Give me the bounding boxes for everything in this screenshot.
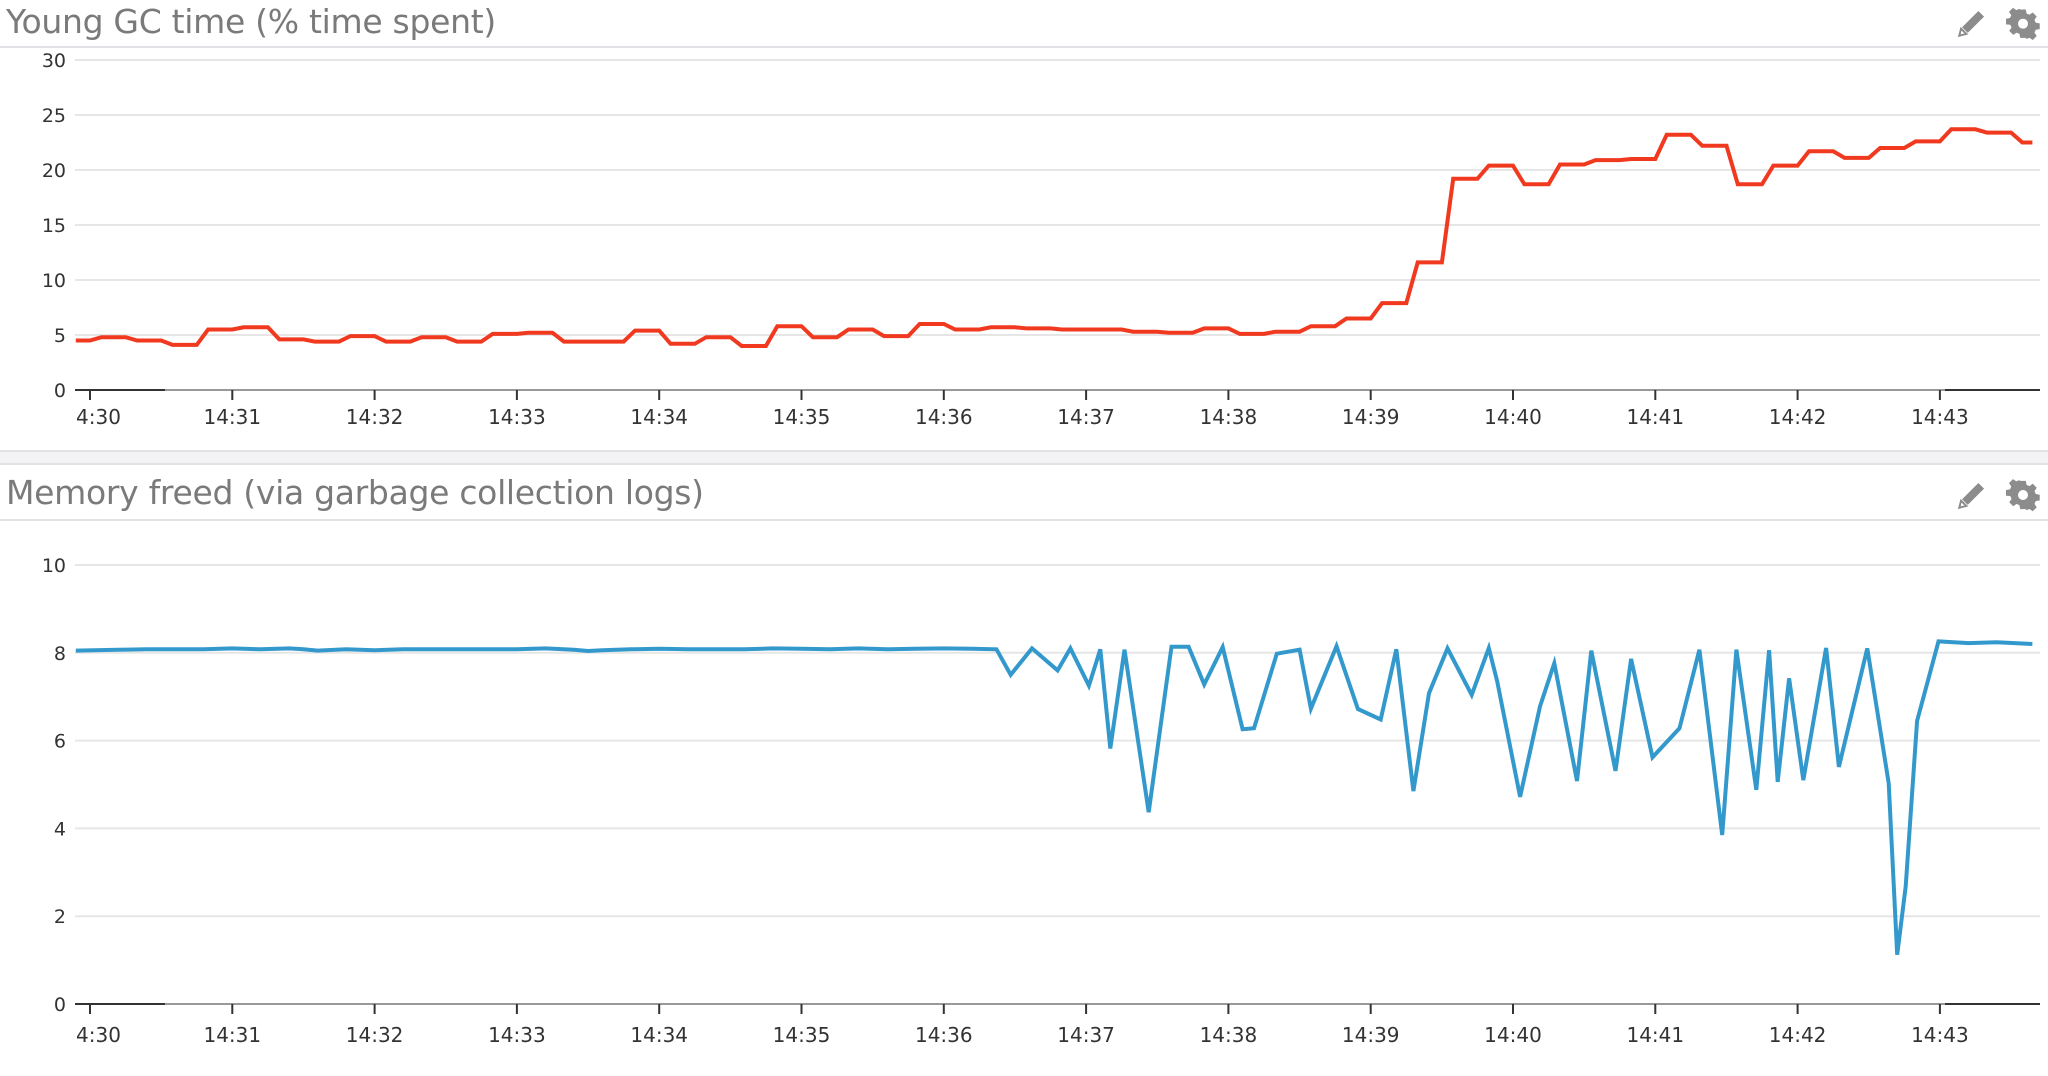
- x-tick-label: 14:31: [203, 405, 261, 429]
- x-tick-label: 14:32: [346, 405, 404, 429]
- pencil-icon[interactable]: [1955, 6, 1989, 40]
- gear-icon[interactable]: [2006, 6, 2040, 40]
- gear-icon[interactable]: [2006, 478, 2040, 512]
- pencil-icon[interactable]: [1955, 478, 1989, 512]
- x-tick-label: 14:41: [1626, 405, 1684, 429]
- x-tick-label: 14:43: [1911, 1023, 1969, 1047]
- y-tick-label: 30: [42, 50, 66, 72]
- x-tick-label: 4:30: [76, 1023, 121, 1047]
- y-tick-label: 10: [42, 555, 66, 577]
- y-tick-label: 15: [42, 215, 66, 237]
- x-tick-label: 14:33: [488, 1023, 546, 1047]
- x-tick-label: 14:36: [915, 405, 973, 429]
- x-tick-label: 14:31: [203, 1023, 261, 1047]
- y-tick-label: 4: [54, 818, 66, 840]
- series-line[interactable]: [75, 127, 2033, 348]
- x-tick-label: 14:39: [1342, 405, 1400, 429]
- y-tick-label: 5: [54, 325, 66, 347]
- x-tick-label: 14:40: [1484, 405, 1542, 429]
- x-tick-label: 14:38: [1200, 1023, 1258, 1047]
- x-tick-label: 14:37: [1057, 405, 1115, 429]
- widget-title: Memory freed (via garbage collection log…: [6, 473, 704, 512]
- x-tick-label: 14:43: [1911, 405, 1969, 429]
- widget-title: Young GC time (% time spent): [6, 2, 496, 41]
- x-tick-label: 14:36: [915, 1023, 973, 1047]
- y-tick-label: 20: [42, 160, 66, 182]
- x-tick-label: 14:33: [488, 405, 546, 429]
- y-tick-label: 0: [54, 380, 66, 402]
- x-tick-label: 14:42: [1769, 405, 1827, 429]
- widget-young-gc-time: Young GC time (% time spent) 0 5 10 15 20 25 3…: [0, 0, 2048, 450]
- y-tick-label: 0: [54, 994, 66, 1016]
- x-tick-label: 14:35: [773, 405, 831, 429]
- x-tick-label: 14:39: [1342, 1023, 1400, 1047]
- x-tick-label: 14:38: [1200, 405, 1258, 429]
- x-tick-label: 14:32: [346, 1023, 404, 1047]
- widget-memory-freed: Memory freed (via garbage collection log…: [0, 465, 2048, 1076]
- x-tick-label: 14:35: [773, 1023, 831, 1047]
- x-tick-label: 14:34: [630, 405, 688, 429]
- x-tick-label: 14:40: [1484, 1023, 1542, 1047]
- widget-separator: [0, 450, 2048, 465]
- x-tick-label: 14:42: [1769, 1023, 1827, 1047]
- widget-header: Young GC time (% time spent): [0, 0, 2048, 48]
- x-tick-label: 14:41: [1626, 1023, 1684, 1047]
- y-tick-label: 8: [54, 643, 66, 665]
- widget-header: Memory freed (via garbage collection log…: [0, 465, 2048, 521]
- x-tick-label: 14:34: [630, 1023, 688, 1047]
- memory-freed-line-chart[interactable]: 0 2 4 6 8 10 4:30 14:31 14:32 14:33 14:34 14:35 14:3…: [0, 465, 2048, 1076]
- x-tick-label: 4:30: [76, 405, 121, 429]
- series-line[interactable]: [75, 639, 2033, 956]
- y-tick-label: 6: [54, 731, 66, 753]
- y-tick-label: 10: [42, 270, 66, 292]
- y-tick-label: 2: [54, 906, 66, 928]
- y-tick-label: 25: [42, 105, 66, 127]
- young-gc-line-chart[interactable]: 0 5 10 15 20 25 30 4:30 14:31 14:32 14:33 14:34 14:3…: [0, 0, 2048, 450]
- x-tick-label: 14:37: [1057, 1023, 1115, 1047]
